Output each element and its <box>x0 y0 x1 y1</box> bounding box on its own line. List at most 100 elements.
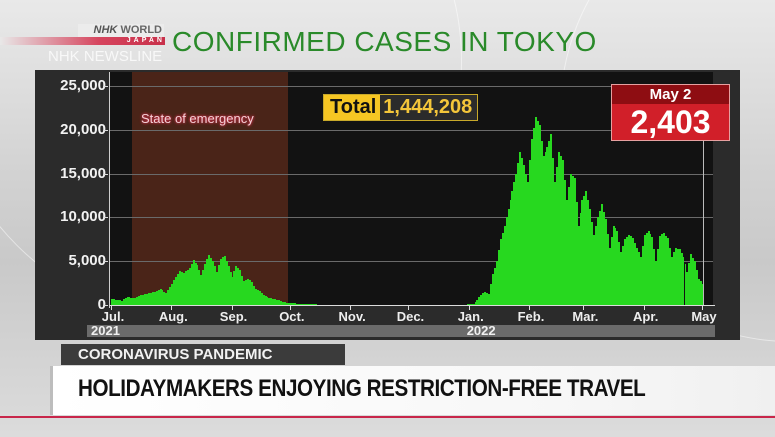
bar <box>606 233 609 305</box>
bar <box>472 303 475 305</box>
accent-line <box>0 416 775 418</box>
bar <box>628 234 631 305</box>
bar <box>602 211 605 305</box>
bar <box>410 304 413 305</box>
y-tick-mark <box>103 305 108 306</box>
bar <box>233 271 236 305</box>
bar <box>128 297 131 305</box>
bar <box>357 304 360 305</box>
bar <box>278 300 281 305</box>
x-tick-mark <box>231 305 233 310</box>
bar <box>155 290 158 305</box>
bar <box>412 304 415 305</box>
bar <box>262 294 265 305</box>
latest-date: May 2 <box>612 85 729 104</box>
bar <box>280 301 283 305</box>
bar <box>295 303 298 305</box>
bar <box>145 293 148 305</box>
y-axis <box>109 72 110 308</box>
bar <box>210 258 213 305</box>
bar <box>645 233 648 305</box>
bar <box>365 304 368 305</box>
bar <box>445 304 448 305</box>
x-tick-label: Oct. <box>279 309 305 324</box>
bar <box>381 304 384 305</box>
bar <box>305 304 308 305</box>
emergency-label: State of emergency <box>141 111 254 126</box>
bar <box>332 304 335 305</box>
bar <box>324 304 327 305</box>
callout-pointer-line <box>703 140 704 305</box>
bar <box>282 301 285 305</box>
bar <box>387 304 389 305</box>
bar <box>124 298 127 305</box>
x-tick-label: Apr. <box>633 309 659 324</box>
bar <box>416 304 419 305</box>
bar <box>476 299 479 305</box>
bar <box>311 304 314 305</box>
bar <box>579 213 582 305</box>
x-tick-label: Nov. <box>338 309 366 324</box>
bar <box>377 304 380 305</box>
bar <box>157 290 160 305</box>
bar <box>285 302 288 305</box>
bar <box>626 237 629 305</box>
bar <box>363 304 366 305</box>
bar <box>247 278 250 305</box>
bar <box>118 300 121 305</box>
bar <box>390 304 393 305</box>
bar <box>180 271 183 305</box>
bar <box>523 164 526 305</box>
bar <box>688 262 691 305</box>
bar <box>297 303 300 305</box>
bar <box>589 208 592 305</box>
bar <box>194 262 197 305</box>
bar <box>528 160 531 305</box>
bar <box>354 304 356 305</box>
bar <box>237 267 240 305</box>
bar <box>243 281 246 305</box>
bar <box>385 304 388 305</box>
latest-callout: May 2 2,403 <box>611 84 730 141</box>
bar <box>620 252 623 305</box>
bar <box>511 191 514 305</box>
bar <box>303 304 306 305</box>
bar <box>361 304 364 305</box>
bar <box>610 237 613 305</box>
bar <box>604 219 607 305</box>
bar <box>266 297 269 305</box>
bar <box>274 299 277 305</box>
bar <box>355 304 358 305</box>
bar <box>569 173 572 305</box>
bar <box>694 261 697 305</box>
bar <box>598 210 601 305</box>
bar <box>632 237 634 305</box>
bar <box>651 236 654 305</box>
bar <box>352 304 354 305</box>
y-tick-mark <box>103 129 108 131</box>
bar <box>554 182 557 305</box>
bar <box>519 151 522 305</box>
bar <box>616 230 619 305</box>
bar <box>702 283 704 305</box>
bar <box>457 304 459 305</box>
bar <box>149 292 152 305</box>
bar <box>122 299 125 305</box>
year-label: 2022 <box>466 323 496 338</box>
x-tick-mark <box>643 305 645 310</box>
bar <box>542 156 545 305</box>
bar <box>649 234 652 305</box>
bar <box>221 257 224 305</box>
bar <box>684 264 687 305</box>
bar <box>190 264 193 305</box>
bar <box>497 250 500 305</box>
bar <box>527 182 529 305</box>
bar <box>591 221 594 305</box>
bar <box>202 269 205 305</box>
bar <box>597 217 599 305</box>
bar <box>252 285 255 305</box>
bar <box>585 191 588 305</box>
bar <box>346 304 349 305</box>
x-tick-mark <box>289 305 291 310</box>
x-tick-label: Sep. <box>219 309 248 324</box>
